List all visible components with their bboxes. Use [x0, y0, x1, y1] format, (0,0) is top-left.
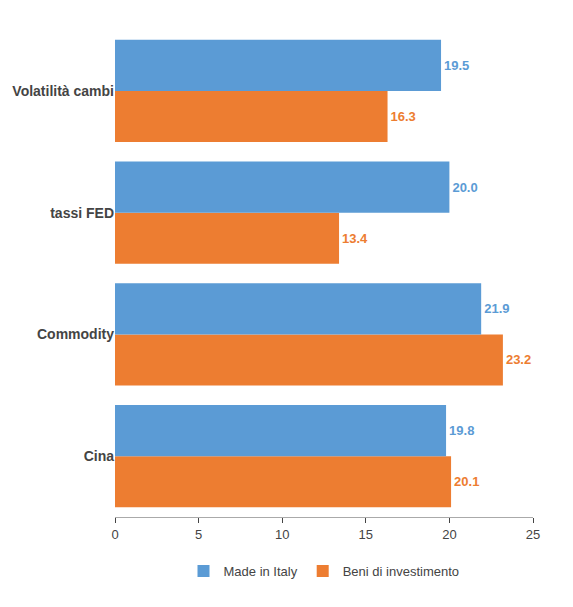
svg-text:20.1: 20.1	[454, 474, 479, 489]
svg-text:25: 25	[526, 527, 540, 542]
svg-text:5: 5	[195, 527, 202, 542]
svg-text:Beni di investimento: Beni di investimento	[343, 564, 459, 579]
svg-text:16.3: 16.3	[391, 109, 416, 124]
svg-text:23.2: 23.2	[506, 352, 531, 367]
svg-text:Cina: Cina	[84, 448, 115, 464]
svg-text:Volatilità cambi: Volatilità cambi	[12, 83, 114, 99]
svg-text:10: 10	[275, 527, 289, 542]
svg-text:21.9: 21.9	[484, 301, 509, 316]
svg-text:Made in Italy: Made in Italy	[224, 564, 298, 579]
svg-text:20.0: 20.0	[452, 180, 477, 195]
svg-text:19.5: 19.5	[444, 58, 469, 73]
svg-text:19.8: 19.8	[449, 423, 474, 438]
svg-text:20: 20	[442, 527, 456, 542]
svg-text:0: 0	[111, 527, 118, 542]
svg-text:15: 15	[359, 527, 373, 542]
svg-text:13.4: 13.4	[342, 231, 368, 246]
svg-text:Commodity: Commodity	[37, 326, 114, 342]
svg-text:tassi FED: tassi FED	[50, 205, 114, 221]
